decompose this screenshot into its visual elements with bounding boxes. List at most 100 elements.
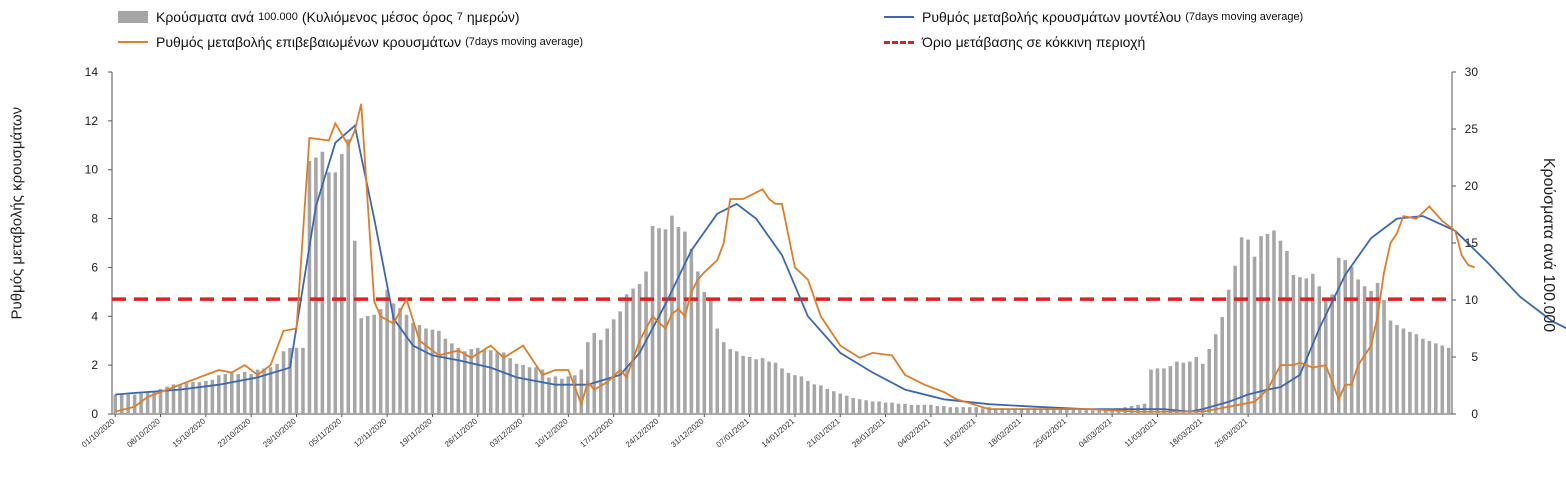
- bar: [327, 172, 331, 414]
- bar: [204, 380, 208, 414]
- bar: [437, 330, 441, 414]
- bar: [1026, 408, 1030, 414]
- x-tick-label: 19/11/2020: [398, 416, 434, 449]
- legend-confirmed-label: Ρυθμός μεταβολής επιβεβαιωμένων κρουσμάτ…: [156, 34, 462, 50]
- bar: [611, 319, 616, 414]
- bar: [1401, 328, 1406, 414]
- bar: [1317, 286, 1322, 414]
- bar: [1200, 363, 1205, 414]
- bar: [1097, 410, 1101, 414]
- bar: [145, 392, 150, 414]
- bar: [340, 154, 344, 414]
- x-tick-label: 10/12/2020: [533, 416, 570, 449]
- bar: [579, 369, 584, 414]
- x-tick-label: 07/01/2021: [714, 416, 751, 449]
- bar-series: [113, 139, 1451, 415]
- bar: [404, 314, 409, 414]
- bar: [624, 294, 629, 414]
- bar: [890, 402, 894, 414]
- bar: [780, 368, 784, 414]
- bar: [832, 391, 836, 414]
- bar: [1155, 368, 1160, 414]
- bar: [320, 151, 325, 415]
- bar: [592, 333, 597, 414]
- bar: [1388, 320, 1393, 414]
- bar: [560, 378, 564, 414]
- right-axis-title: Κρούσματα ανά 100.000: [1540, 157, 1557, 333]
- left-tick-label: 12: [85, 114, 99, 128]
- legend-confirmed-swatch: [118, 41, 148, 43]
- bar: [1349, 266, 1354, 414]
- legend-threshold-label: Όριο μετάβασης σε κόκκινη περιοχή: [922, 34, 1146, 50]
- x-tick-label: 15/10/2020: [171, 416, 208, 449]
- bar: [1440, 345, 1445, 414]
- bar: [411, 322, 415, 414]
- bar: [463, 351, 467, 414]
- bar: [1278, 240, 1283, 414]
- bar: [469, 349, 474, 414]
- bar: [301, 347, 305, 414]
- bar: [1175, 361, 1179, 414]
- bar: [1006, 408, 1011, 414]
- bar: [851, 398, 855, 414]
- bar: [191, 382, 195, 414]
- bar: [1252, 256, 1257, 414]
- x-tick-label: 24/12/2020: [624, 416, 661, 449]
- bar: [870, 401, 875, 414]
- bar: [942, 406, 946, 414]
- bar: [1084, 409, 1089, 414]
- bar: [1375, 282, 1380, 414]
- x-tick-label: 03/12/2020: [488, 416, 525, 449]
- bar: [1272, 230, 1276, 414]
- bar: [573, 375, 577, 414]
- bar: [1045, 407, 1050, 414]
- bar: [430, 329, 435, 414]
- bar: [1446, 347, 1451, 414]
- bar: [333, 172, 338, 414]
- model-line: [115, 124, 1566, 413]
- bar: [443, 338, 448, 414]
- bar: [1369, 290, 1373, 414]
- left-tick-label: 2: [91, 358, 98, 372]
- bar: [1421, 338, 1425, 414]
- bar: [1304, 278, 1309, 414]
- bar: [210, 379, 215, 414]
- bar: [501, 352, 506, 414]
- bar: [1207, 349, 1212, 414]
- legend-model: Ρυθμός μεταβολής κρουσμάτων μοντέλου (7d…: [884, 9, 1303, 25]
- bar: [268, 367, 273, 414]
- bar: [877, 401, 881, 414]
- bar: [113, 394, 118, 414]
- bar: [786, 372, 791, 414]
- bar: [534, 367, 538, 414]
- left-tick-label: 14: [85, 65, 99, 79]
- bar: [1052, 408, 1056, 414]
- bar: [825, 388, 830, 414]
- right-tick-label: 25: [1465, 122, 1479, 136]
- legend-bars-small2: 7: [456, 11, 463, 23]
- x-tick-label: 04/03/2021: [1077, 416, 1114, 449]
- bar: [883, 402, 888, 414]
- bar: [171, 384, 176, 414]
- x-tick-label: 04/02/2021: [896, 416, 933, 449]
- bar: [1071, 408, 1076, 414]
- bar: [812, 384, 817, 414]
- bar: [475, 347, 480, 414]
- bar: [922, 404, 927, 414]
- bar: [236, 374, 241, 414]
- bar: [644, 271, 648, 414]
- bar: [1181, 362, 1186, 414]
- bar: [132, 394, 137, 414]
- bar: [184, 383, 189, 414]
- bar: [1013, 408, 1017, 414]
- bar: [948, 407, 953, 414]
- bar: [1414, 334, 1419, 414]
- legend-threshold-swatch: [884, 40, 914, 44]
- bar: [566, 376, 571, 414]
- x-tick-label: 18/03/2021: [1168, 416, 1205, 449]
- right-tick-label: 10: [1465, 293, 1479, 307]
- bar: [197, 382, 202, 414]
- bar: [456, 347, 461, 414]
- bar: [1194, 357, 1199, 414]
- bar: [1259, 236, 1263, 414]
